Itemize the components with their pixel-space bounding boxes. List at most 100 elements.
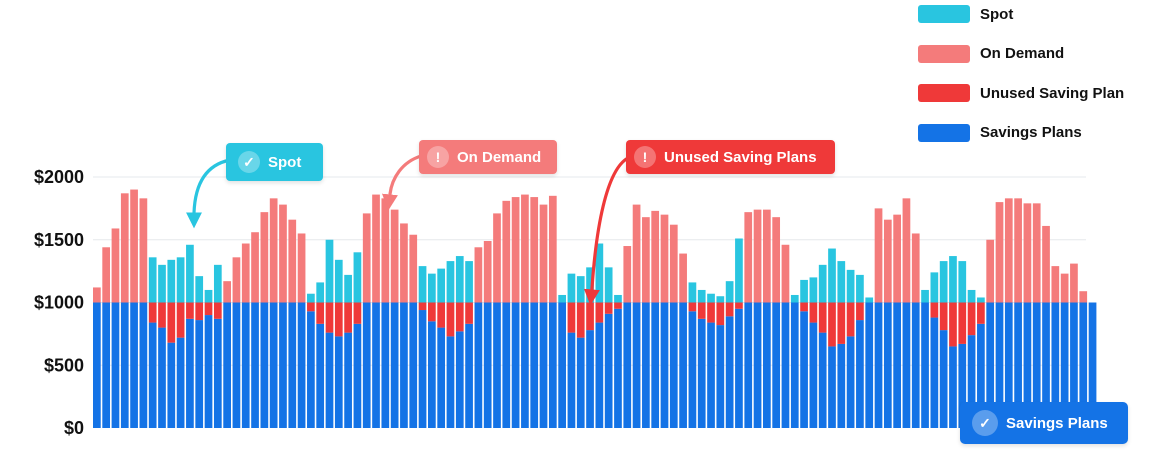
bar-unused-saving-plan xyxy=(465,302,473,324)
bar-spot xyxy=(595,243,604,303)
bar-savings-plans xyxy=(837,343,846,428)
bar-unused-saving-plan xyxy=(977,302,985,324)
bar-on-demand xyxy=(623,246,632,303)
bar-spot xyxy=(716,296,725,303)
bar-savings-plans xyxy=(530,302,539,428)
bar-spot xyxy=(213,264,222,303)
bar-savings-plans xyxy=(763,302,771,428)
bar-unused-saving-plan xyxy=(213,302,222,319)
bar-savings-plans xyxy=(1023,302,1032,428)
legend-item-unused-saving-plan: Unused Saving Plan xyxy=(918,83,1124,103)
bar-savings-plans xyxy=(790,302,799,428)
bar-savings-plans xyxy=(604,313,613,428)
callout-unused-saving-plans-label: Unused Saving Plans xyxy=(664,148,817,166)
bar-on-demand xyxy=(372,194,380,303)
bar-unused-saving-plan xyxy=(856,302,864,321)
bar-spot xyxy=(148,257,157,303)
bar-savings-plans xyxy=(642,302,650,428)
bar-savings-plans xyxy=(902,302,911,428)
bar-unused-saving-plan xyxy=(334,302,343,337)
bar-unused-saving-plan xyxy=(437,302,446,328)
bar-savings-plans xyxy=(893,302,901,428)
bar-savings-plans xyxy=(437,327,446,428)
bar-on-demand xyxy=(130,189,138,303)
bar-savings-plans xyxy=(483,302,492,428)
bar-unused-saving-plan xyxy=(428,302,436,322)
bar-savings-plans xyxy=(158,327,166,428)
bar-savings-plans xyxy=(958,343,967,428)
exclamation-icon: ! xyxy=(634,146,656,168)
bar-unused-saving-plan xyxy=(325,302,334,333)
y-tick-label: $0 xyxy=(64,418,84,438)
callout-on-demand: ! On Demand xyxy=(419,140,558,174)
bar-on-demand xyxy=(232,257,241,303)
bar-unused-saving-plan xyxy=(176,302,185,338)
bar-on-demand xyxy=(753,209,762,303)
bar-savings-plans xyxy=(362,302,371,428)
bar-savings-plans xyxy=(120,302,129,428)
bar-savings-plans xyxy=(260,302,269,428)
bar-savings-plans xyxy=(1051,302,1060,428)
bar-savings-plans xyxy=(883,302,892,428)
bar-spot xyxy=(176,257,185,303)
bar-unused-saving-plan xyxy=(735,302,743,309)
legend-item-on-demand: On Demand xyxy=(918,44,1124,64)
bar-spot xyxy=(977,297,985,303)
bar-savings-plans xyxy=(223,302,231,428)
bar-on-demand xyxy=(781,244,790,303)
bar-savings-plans xyxy=(595,322,604,428)
bar-savings-plans xyxy=(316,323,325,428)
bar-spot xyxy=(446,261,455,303)
bar-savings-plans xyxy=(939,330,948,428)
bar-savings-plans xyxy=(428,321,436,428)
bar-unused-saving-plan xyxy=(307,302,315,312)
bar-savings-plans xyxy=(93,302,101,428)
bar-on-demand xyxy=(669,224,678,303)
bar-unused-saving-plan xyxy=(949,302,957,347)
bar-savings-plans xyxy=(148,322,157,428)
bar-savings-plans xyxy=(828,346,836,428)
bar-savings-plans xyxy=(567,332,576,428)
bar-spot xyxy=(186,244,194,303)
bar-on-demand xyxy=(651,210,660,303)
bar-unused-saving-plan xyxy=(148,302,157,323)
bar-savings-plans xyxy=(809,322,818,428)
bar-spot xyxy=(437,268,446,303)
bar-unused-saving-plan xyxy=(567,302,576,333)
bar-savings-plans xyxy=(986,302,995,428)
bar-unused-saving-plan xyxy=(455,302,464,332)
callout-spot-label: Spot xyxy=(268,153,302,171)
bar-on-demand xyxy=(260,212,269,303)
bar-savings-plans xyxy=(288,302,297,428)
bar-on-demand xyxy=(390,209,399,303)
bar-spot xyxy=(809,277,818,303)
bar-savings-plans xyxy=(1042,302,1050,428)
bar-unused-saving-plan xyxy=(195,302,204,321)
callout-spot: ✓ Spot xyxy=(226,143,324,181)
bar-on-demand xyxy=(502,200,511,303)
bar-savings-plans xyxy=(204,315,213,428)
bar-savings-plans xyxy=(241,302,250,428)
bar-spot xyxy=(586,267,594,303)
bar-unused-saving-plan xyxy=(707,302,715,323)
bar-unused-saving-plan xyxy=(344,302,352,333)
bar-unused-saving-plan xyxy=(316,302,325,324)
exclamation-icon: ! xyxy=(427,146,449,168)
bar-spot xyxy=(856,274,864,303)
bar-savings-plans xyxy=(297,302,306,428)
bar-savings-plans xyxy=(688,311,697,428)
bar-on-demand xyxy=(548,195,557,303)
bar-savings-plans xyxy=(1079,302,1088,428)
bar-unused-saving-plan xyxy=(809,302,818,323)
bar-savings-plans xyxy=(558,302,566,428)
bar-savings-plans xyxy=(139,302,148,428)
bar-on-demand xyxy=(911,233,920,303)
bar-savings-plans xyxy=(251,302,259,428)
bar-on-demand xyxy=(279,204,287,303)
bar-on-demand xyxy=(539,204,548,303)
bar-on-demand xyxy=(1079,291,1088,303)
bar-unused-saving-plan xyxy=(204,302,213,316)
bar-unused-saving-plan xyxy=(939,302,948,331)
bar-savings-plans xyxy=(474,302,483,428)
bar-spot xyxy=(204,289,213,303)
